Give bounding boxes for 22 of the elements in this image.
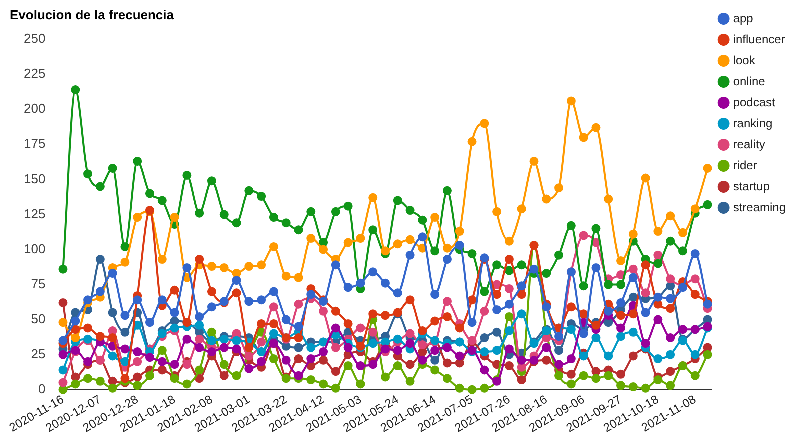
chart-title: Evolucion de la frecuencia: [10, 7, 175, 22]
y-tick-label: 250: [24, 31, 46, 46]
y-tick-label: 0: [38, 381, 46, 396]
legend-label: startup: [733, 179, 770, 194]
legend-label: streaming: [733, 200, 786, 214]
legend-label: podcast: [733, 95, 776, 110]
y-tick-label: 150: [24, 171, 46, 186]
y-tick-label: 225: [24, 66, 46, 82]
y-tick-label: 25: [31, 346, 46, 362]
legend-label: influencer: [733, 32, 786, 46]
legend-label: ranking: [733, 116, 773, 130]
legend-label: reality: [733, 137, 766, 152]
y-tick-label: 200: [24, 101, 46, 116]
legend-label: online: [733, 74, 766, 88]
y-tick-label: 125: [24, 206, 46, 222]
y-tick-label: 100: [24, 241, 46, 256]
y-tick-label: 75: [31, 276, 46, 292]
y-tick-label: 50: [31, 311, 46, 326]
legend-label: rider: [733, 158, 758, 172]
legend-label: app: [733, 11, 754, 26]
y-tick-label: 175: [24, 136, 46, 152]
legend-label: look: [733, 53, 756, 68]
